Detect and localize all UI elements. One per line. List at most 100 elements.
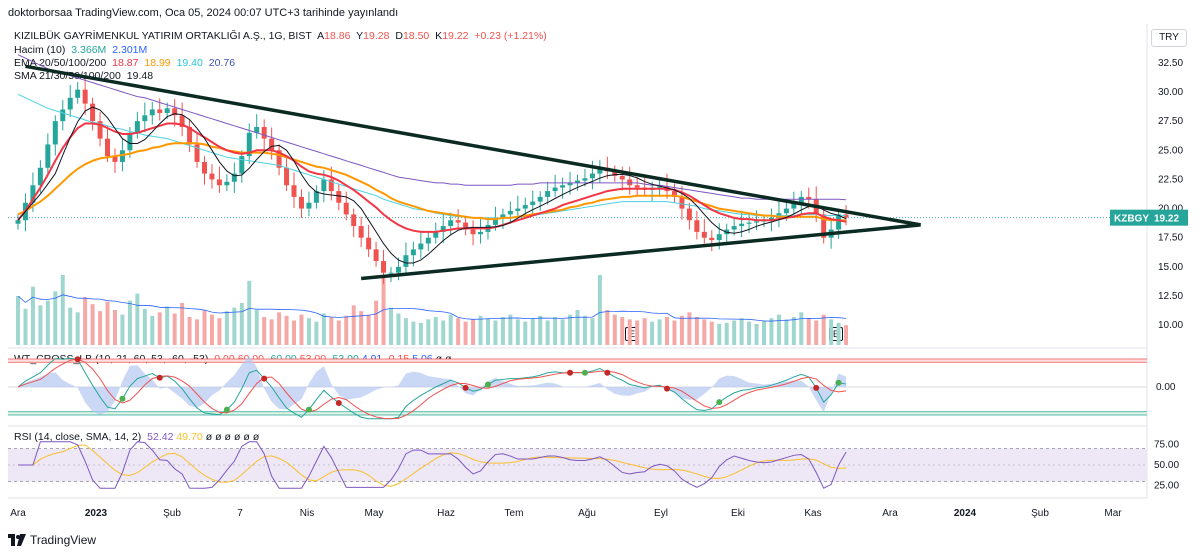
wt2-line xyxy=(17,358,847,420)
volume-bar xyxy=(463,321,468,345)
ema200-line xyxy=(17,54,847,201)
volume-bar xyxy=(553,317,558,345)
candle-body xyxy=(134,121,140,133)
volume-bar xyxy=(620,317,625,345)
candle-body xyxy=(731,226,737,230)
volume-bar xyxy=(829,319,834,345)
volume-bar xyxy=(403,318,408,345)
candle-body xyxy=(597,167,603,174)
volume-bar xyxy=(105,301,110,345)
y-tick-label: 27.50 xyxy=(1158,116,1183,127)
volume-bar xyxy=(784,319,789,345)
candle-body xyxy=(403,255,409,267)
x-tick-label: Eyl xyxy=(654,508,668,519)
volume-bar xyxy=(142,308,147,345)
candle-body xyxy=(463,222,469,230)
candle-body xyxy=(716,234,722,241)
volume-bar xyxy=(90,304,95,345)
volume-bars xyxy=(16,275,849,345)
candle-body xyxy=(343,202,349,215)
volume-bar xyxy=(68,307,73,345)
volume-bar xyxy=(762,320,766,345)
candle-body xyxy=(37,167,43,186)
volume-bar xyxy=(150,315,155,345)
candle-body xyxy=(157,109,163,113)
y-tick-label: 20.00 xyxy=(1158,204,1183,215)
x-tick-label: Mar xyxy=(1104,508,1122,519)
volume-bar xyxy=(515,319,520,345)
last-price-tag xyxy=(1110,209,1188,226)
volume-bar xyxy=(157,312,162,345)
candle-body xyxy=(224,181,230,186)
volume-bar xyxy=(75,312,80,345)
volume-bar xyxy=(30,286,35,345)
volume-bar xyxy=(672,320,677,345)
wt-cross-dot xyxy=(462,384,469,391)
y-tick-label: 30.00 xyxy=(1158,87,1183,98)
rsi-values: 52.42 49.70 ø ø ø ø ø ø xyxy=(147,431,262,443)
candle-body xyxy=(739,223,745,227)
volume-bar xyxy=(98,311,103,345)
volume-bar xyxy=(120,314,125,345)
x-tick-label: Tem xyxy=(505,508,524,519)
volume-bar xyxy=(135,293,140,345)
sma21-value: 19.48 xyxy=(126,70,154,82)
volume-bar xyxy=(478,315,483,345)
volume-bar xyxy=(441,320,446,345)
volume-bar xyxy=(508,314,513,345)
wt-cross-dot xyxy=(716,399,723,406)
candle-body xyxy=(127,132,133,151)
candle-body xyxy=(492,217,498,225)
candle-body xyxy=(284,167,290,186)
candle-body xyxy=(821,214,827,238)
candle-body xyxy=(97,121,103,139)
trendline-upper xyxy=(25,64,921,227)
volume-bar xyxy=(53,291,58,345)
candle-body xyxy=(298,196,304,209)
x-tick-label: 2024 xyxy=(954,508,977,519)
wt-cross-dot xyxy=(119,395,126,402)
symbol-tag-label: KZBGY xyxy=(1114,214,1149,225)
published-caption: doktorborsaa TradingView.com, Oca 05, 20… xyxy=(8,7,399,19)
wt-cross-dot xyxy=(813,384,820,391)
candle-body xyxy=(806,196,812,200)
volume-bar xyxy=(389,307,393,345)
candle-body xyxy=(119,150,125,162)
currency-button[interactable]: TRY xyxy=(1151,29,1187,47)
candle-body xyxy=(522,205,528,209)
candle-body xyxy=(194,144,200,162)
candle-body xyxy=(440,226,446,232)
volume-bar xyxy=(172,313,177,345)
candle-body xyxy=(313,191,319,203)
volume-bar xyxy=(180,303,185,345)
open-value: 18.86 xyxy=(324,30,351,42)
candle-body xyxy=(530,201,536,206)
candle-body xyxy=(90,103,96,122)
volume-bar xyxy=(754,324,759,345)
x-tick-label: Şub xyxy=(163,508,181,519)
candle-body xyxy=(589,173,595,179)
volume-bar xyxy=(239,303,244,345)
rsi-vals-item: ø xyxy=(233,431,241,443)
volume-bar xyxy=(799,312,804,345)
ema200-value: 20.76 xyxy=(208,57,236,69)
candle-body xyxy=(373,249,379,262)
candle-body xyxy=(679,196,685,209)
candle-body xyxy=(500,214,506,218)
wt-cross-dot xyxy=(305,406,312,413)
volume-bar xyxy=(821,314,826,345)
volume-bar xyxy=(493,320,498,345)
volume-bar xyxy=(776,314,781,345)
volume-bar xyxy=(284,315,289,345)
volume-label: Hacim (10) xyxy=(14,44,66,56)
volume-bar xyxy=(366,314,371,345)
volume-bar xyxy=(665,317,670,345)
candle-body xyxy=(694,220,700,232)
candle-body xyxy=(575,180,580,183)
volume-bar xyxy=(709,321,714,345)
candle-body xyxy=(105,138,111,157)
x-tick-label: Ağu xyxy=(578,508,596,519)
rsi-vals-item: ø xyxy=(252,431,260,443)
candle-body xyxy=(552,187,558,192)
